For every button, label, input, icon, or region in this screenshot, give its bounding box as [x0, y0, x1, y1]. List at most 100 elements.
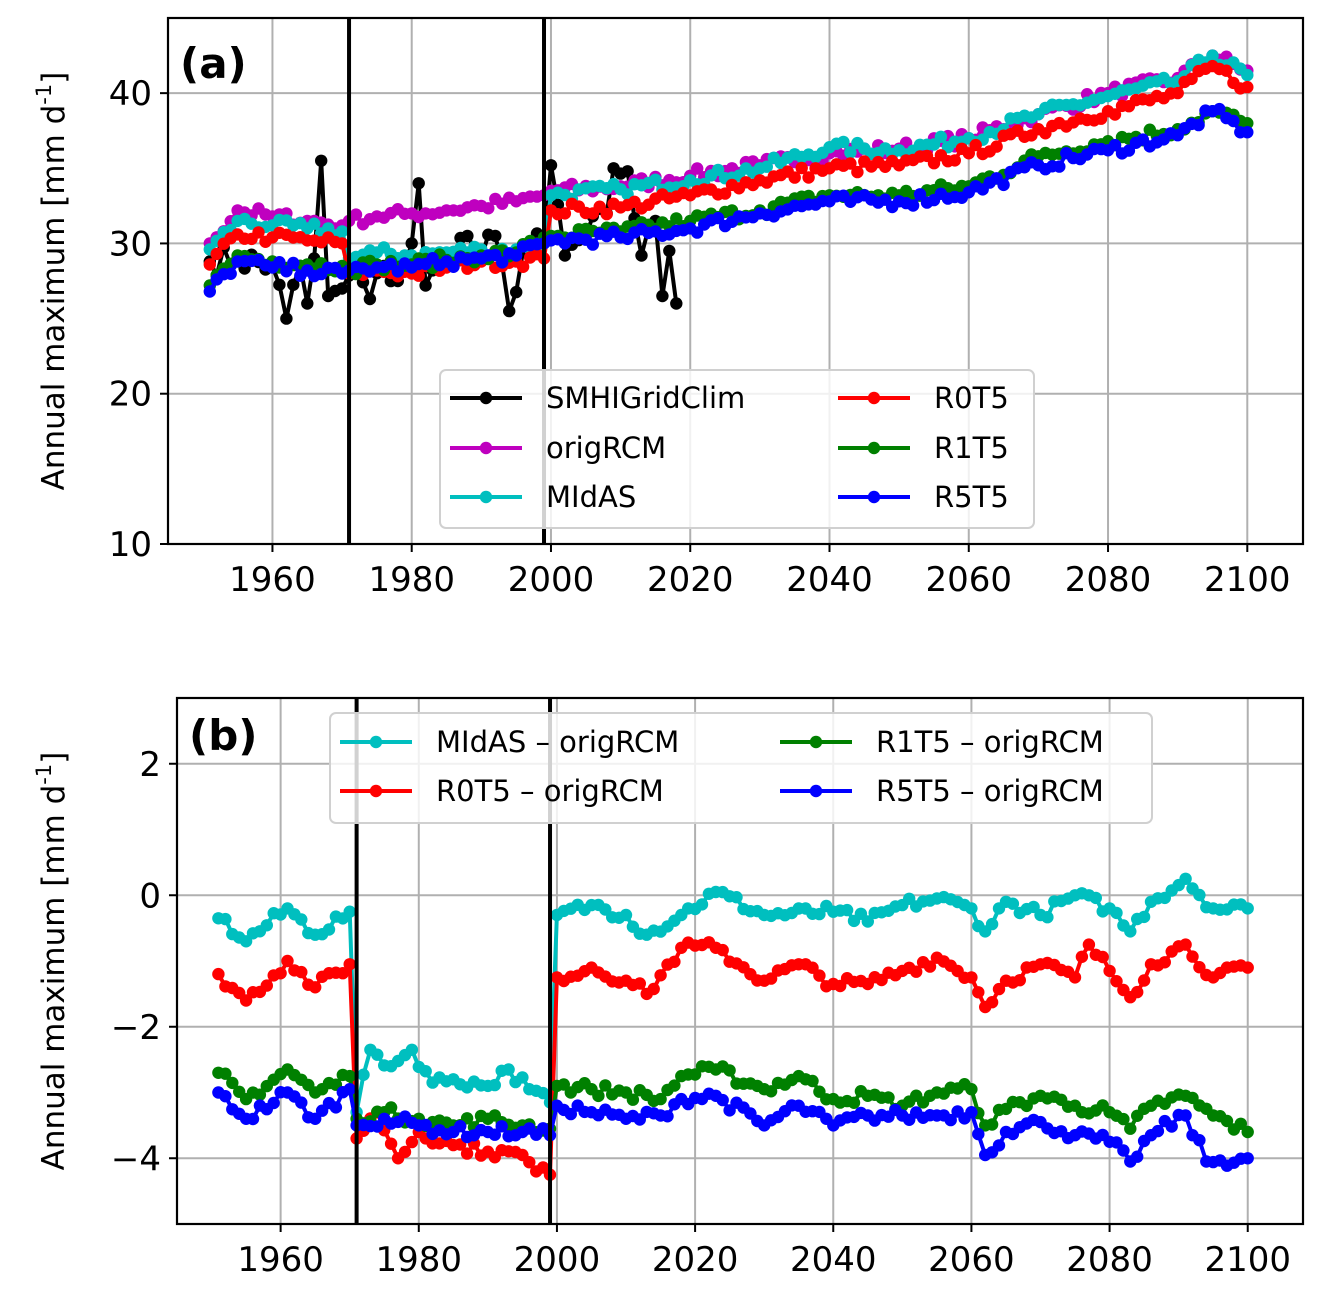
data-point	[691, 226, 704, 239]
data-point	[934, 130, 948, 143]
data-point	[510, 249, 523, 262]
data-point	[461, 229, 474, 243]
data-point	[564, 1107, 577, 1121]
x-tick-label: 2100	[1204, 560, 1291, 600]
data-point	[488, 1078, 501, 1092]
data-point	[633, 977, 646, 990]
data-point	[600, 207, 613, 221]
data-point	[224, 267, 237, 280]
data-point	[1241, 961, 1254, 974]
legend-box	[439, 369, 1035, 529]
data-point	[412, 177, 425, 190]
data-point	[985, 917, 999, 931]
data-point	[309, 1112, 322, 1126]
data-point	[1220, 1114, 1234, 1128]
data-point	[315, 154, 328, 167]
legend-swatch-marker	[369, 735, 383, 749]
data-point	[384, 1137, 398, 1150]
data-point	[557, 1078, 570, 1091]
data-point	[503, 304, 516, 318]
data-point	[802, 171, 815, 184]
data-point	[273, 256, 286, 269]
data-point	[851, 165, 864, 179]
x-tick-label: 2100	[1204, 1240, 1291, 1280]
data-point	[488, 1128, 501, 1141]
legend-item: R5T5 – origRCM	[780, 774, 1104, 808]
data-point	[405, 237, 418, 250]
data-point	[260, 979, 273, 992]
panel-label: (b)	[189, 711, 257, 760]
data-point	[621, 165, 634, 178]
data-point	[992, 982, 1006, 996]
data-point	[586, 238, 599, 251]
data-point	[944, 1113, 957, 1127]
data-point	[274, 967, 287, 980]
y-tick-label: 40	[109, 74, 152, 114]
data-point	[1103, 964, 1116, 978]
data-point	[764, 972, 778, 985]
legend-swatch-marker	[809, 784, 823, 798]
x-tick-label: 1960	[237, 1240, 324, 1280]
data-point	[295, 965, 308, 979]
data-point	[1165, 1120, 1178, 1133]
data-point	[273, 278, 286, 291]
data-point	[861, 915, 874, 928]
data-point	[1124, 1122, 1137, 1135]
data-point	[226, 1076, 239, 1090]
data-point	[913, 188, 927, 201]
data-point	[1110, 906, 1123, 920]
series-markers	[203, 49, 1254, 266]
data-point	[965, 1106, 978, 1119]
legend-label: MIdAS	[546, 480, 636, 514]
data-point	[1108, 138, 1122, 152]
data-point	[544, 159, 558, 172]
data-point	[1137, 910, 1151, 924]
data-point	[1158, 956, 1172, 969]
data-point	[203, 258, 216, 271]
x-tick-label: 2000	[508, 560, 595, 600]
data-point	[1171, 86, 1184, 100]
data-point	[419, 1065, 432, 1078]
data-point	[1013, 974, 1026, 987]
data-point	[962, 147, 975, 160]
y-axis-label-end: ]	[36, 72, 72, 84]
data-point	[969, 138, 982, 152]
data-point	[419, 1118, 432, 1132]
legend-swatch-marker	[809, 735, 823, 749]
series-group	[203, 49, 1254, 325]
data-point	[335, 225, 349, 238]
data-point	[281, 954, 294, 968]
data-point	[219, 912, 232, 926]
y-axis-label-main: Annual maximum [mm d	[36, 105, 72, 491]
data-point	[760, 160, 773, 173]
data-point	[558, 249, 572, 262]
data-point	[1241, 126, 1254, 139]
legend-item: R0T5 – origRCM	[340, 774, 664, 808]
series-markers	[212, 936, 1254, 1181]
data-point	[923, 960, 937, 973]
legend-item: MIdAS – origRCM	[340, 725, 679, 759]
x-tick-label: 2020	[652, 1240, 739, 1280]
data-point	[203, 285, 216, 298]
data-point	[882, 1091, 895, 1104]
legend-swatch-marker	[867, 490, 881, 504]
data-point	[1241, 68, 1254, 82]
data-point	[910, 965, 923, 978]
y-axis-label: Annual maximum [mm d-1]	[32, 72, 72, 491]
data-point	[1193, 1134, 1206, 1147]
data-point	[985, 1118, 999, 1131]
data-point	[1241, 1125, 1254, 1139]
data-point	[795, 161, 808, 175]
data-point	[599, 1079, 612, 1092]
data-point	[210, 247, 223, 261]
data-point	[1227, 114, 1240, 128]
data-point	[1089, 891, 1103, 905]
data-point	[716, 943, 729, 957]
data-point	[239, 994, 253, 1007]
data-point	[516, 1071, 529, 1084]
data-point	[405, 1043, 419, 1057]
data-point	[948, 154, 961, 167]
legend-item: SMHIGridClim	[450, 381, 745, 415]
data-point	[663, 244, 676, 258]
y-tick-label: −2	[111, 1008, 161, 1048]
